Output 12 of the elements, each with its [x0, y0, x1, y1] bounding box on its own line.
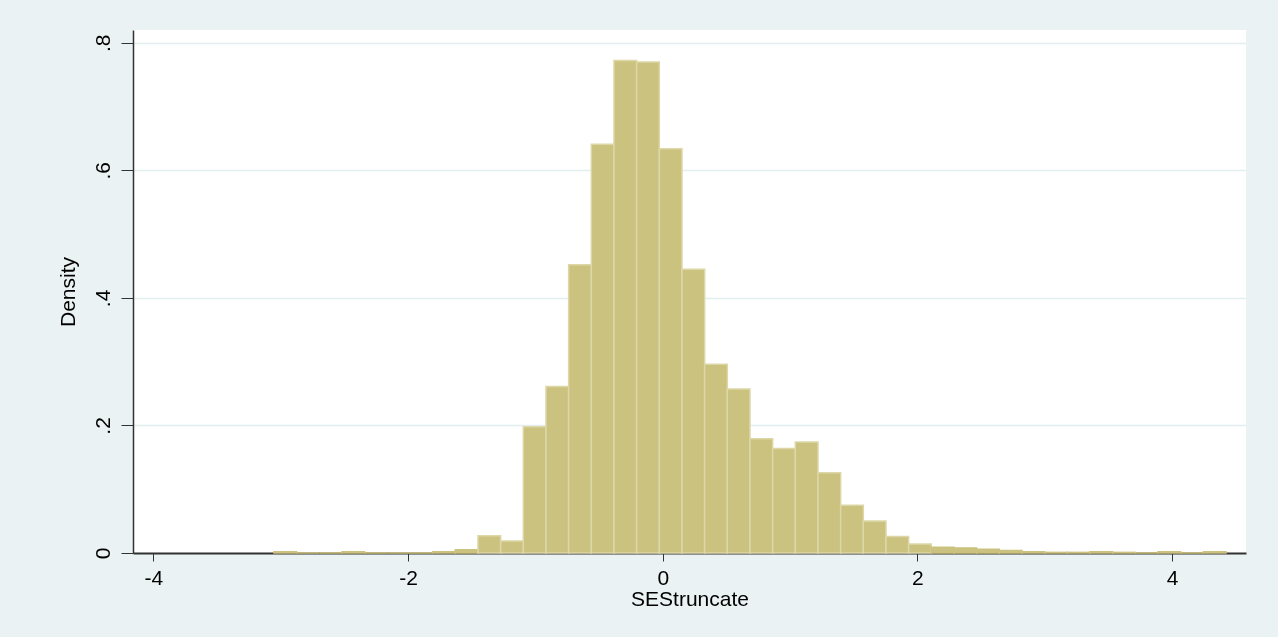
y-tick-label: .8 — [90, 34, 114, 53]
y-axis-title: Density — [55, 256, 79, 328]
y-tick-label: .2 — [90, 417, 114, 435]
x-tick-label: 0 — [657, 565, 670, 589]
y-tick-label: .6 — [90, 162, 114, 180]
x-tick-label: 4 — [1166, 565, 1179, 589]
x-axis-title: SEStruncate — [631, 586, 749, 610]
y-tick-label: .4 — [90, 289, 114, 308]
y-tick-label: 0 — [90, 547, 114, 560]
x-tick-label: -2 — [399, 565, 418, 589]
x-tick-label: -4 — [144, 565, 164, 589]
x-tick-label: 2 — [912, 565, 924, 589]
